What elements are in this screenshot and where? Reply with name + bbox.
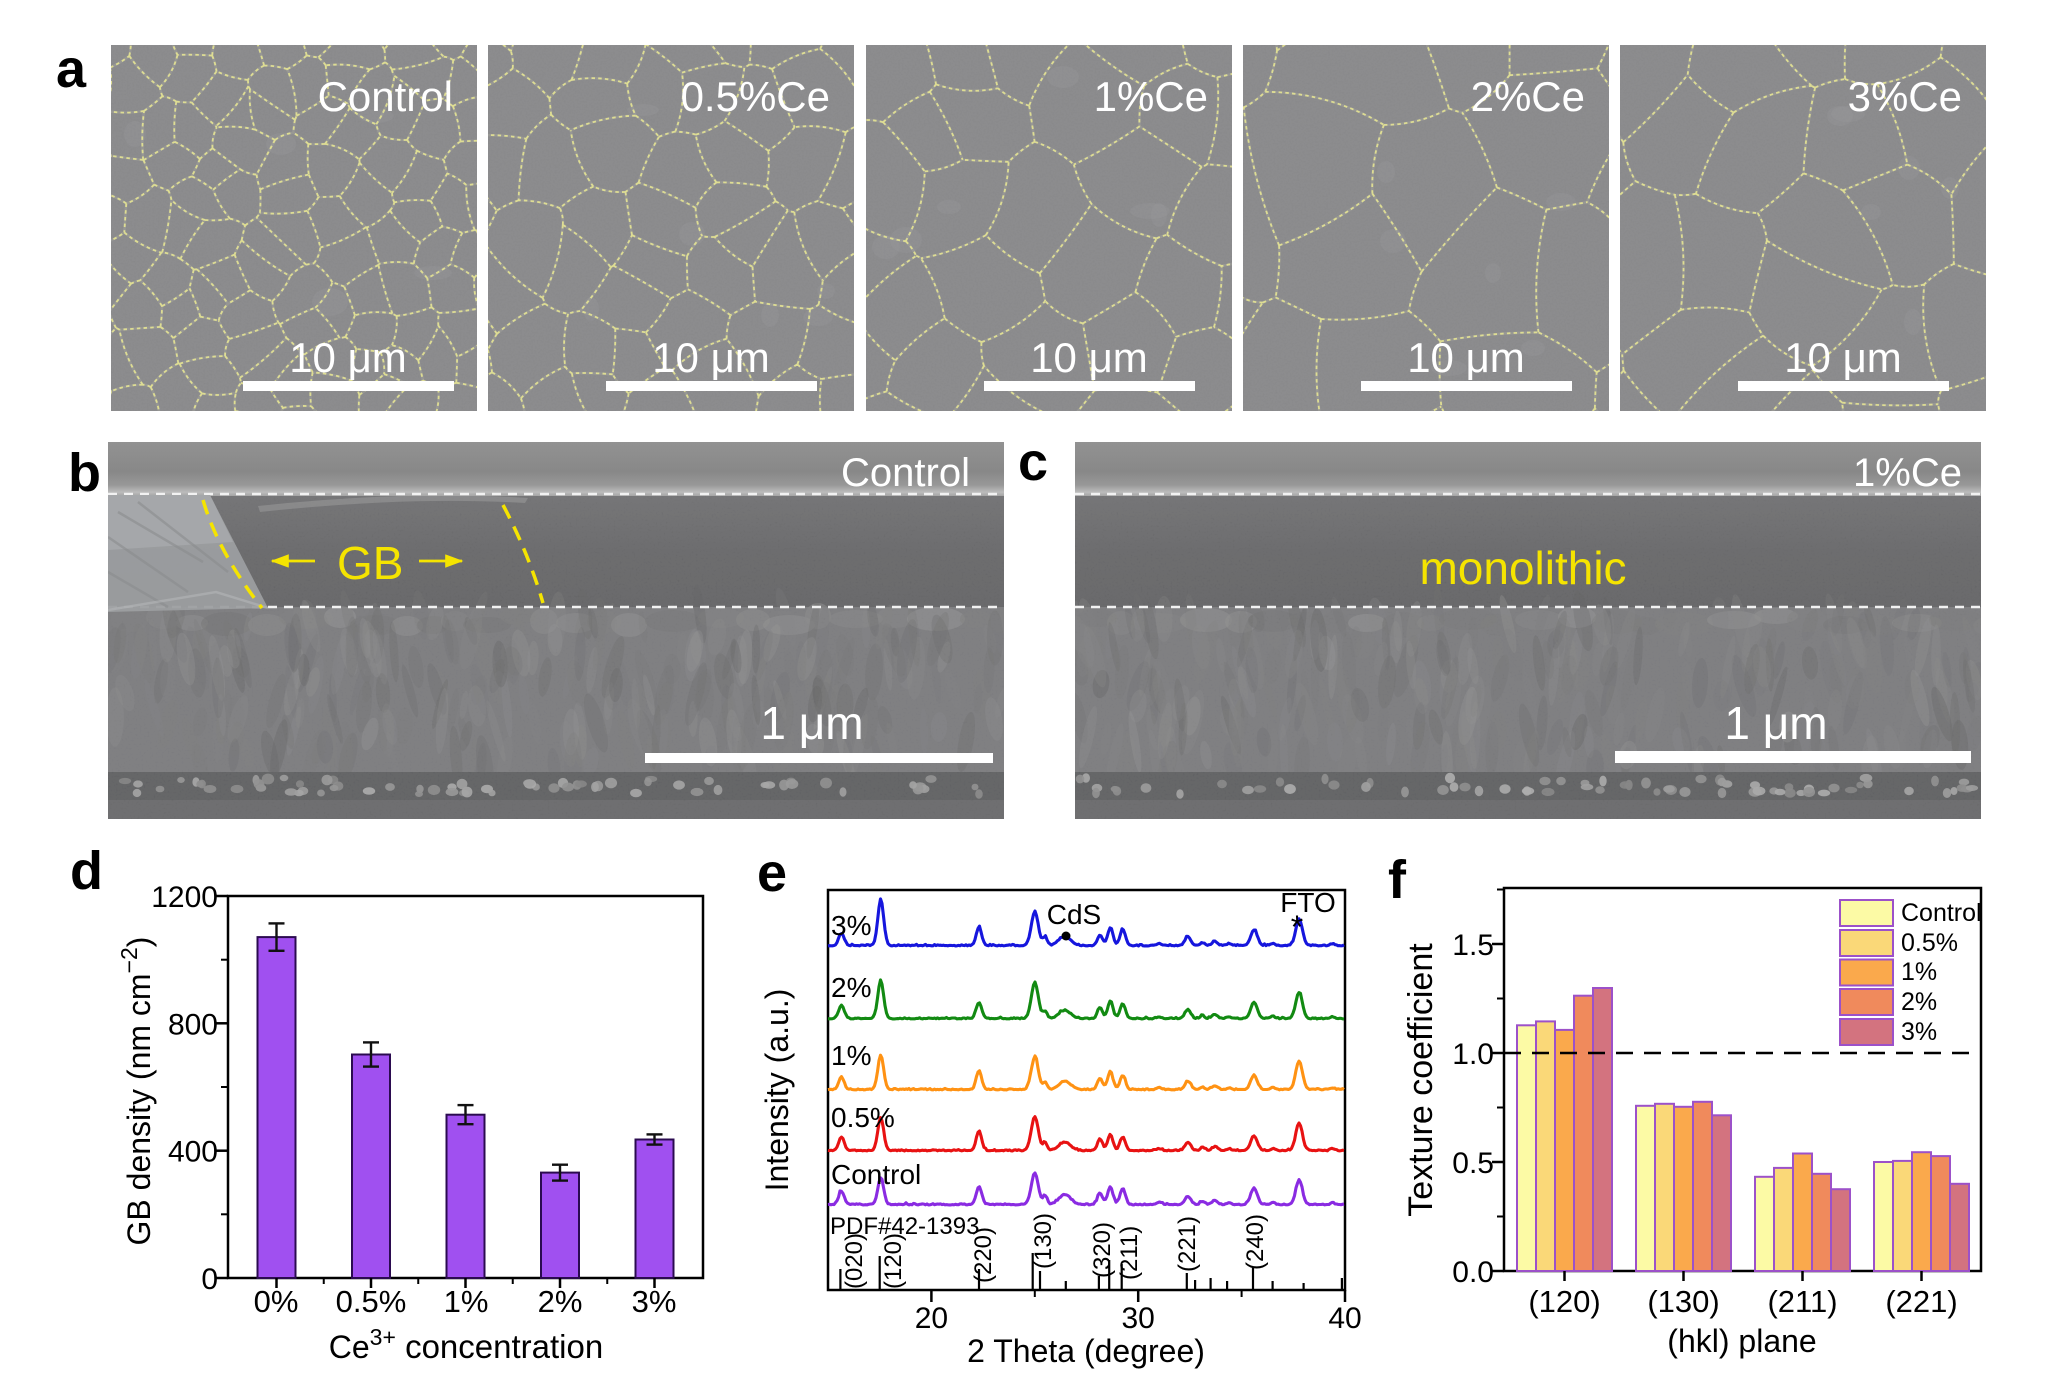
svg-text:10 μm: 10 μm xyxy=(1030,334,1148,381)
svg-text:1%: 1% xyxy=(1901,958,1937,986)
svg-text:1%: 1% xyxy=(831,1040,871,1071)
svg-text:Control: Control xyxy=(318,73,453,120)
svg-text:(211): (211) xyxy=(1767,1284,1837,1319)
svg-text:Intensity (a.u.): Intensity (a.u.) xyxy=(760,989,795,1192)
svg-text:(hkl) plane: (hkl) plane xyxy=(1667,1323,1816,1359)
svg-text:PDF#42-1393: PDF#42-1393 xyxy=(830,1213,979,1240)
svg-text:(211): (211) xyxy=(1116,1226,1143,1280)
svg-text:3%: 3% xyxy=(632,1284,677,1319)
svg-text:40: 40 xyxy=(1328,1302,1361,1335)
svg-text:3%Ce: 3%Ce xyxy=(1848,73,1962,120)
svg-text:(020): (020) xyxy=(841,1233,868,1289)
svg-text:(221): (221) xyxy=(1885,1284,1957,1319)
svg-text:0.5%: 0.5% xyxy=(831,1102,895,1133)
svg-text:10 μm: 10 μm xyxy=(1784,334,1902,381)
svg-text:2%: 2% xyxy=(831,972,871,1003)
svg-text:0.5: 0.5 xyxy=(1452,1147,1494,1180)
svg-text:GB: GB xyxy=(337,537,403,589)
svg-text:1200: 1200 xyxy=(151,881,218,914)
svg-text:10 μm: 10 μm xyxy=(652,334,770,381)
svg-text:Control: Control xyxy=(841,451,970,495)
svg-text:monolithic: monolithic xyxy=(1419,542,1626,594)
svg-text:Texture coefficient: Texture coefficient xyxy=(1402,943,1440,1217)
svg-text:2%: 2% xyxy=(1901,988,1937,1016)
svg-text:1 μm: 1 μm xyxy=(760,697,863,749)
svg-text:2%: 2% xyxy=(538,1284,583,1319)
svg-text:0.5%Ce: 0.5%Ce xyxy=(681,73,830,120)
svg-text:CdS: CdS xyxy=(1047,899,1101,930)
svg-text:3%: 3% xyxy=(1901,1018,1937,1046)
svg-text:20: 20 xyxy=(915,1302,948,1335)
svg-text:0.5%: 0.5% xyxy=(1901,929,1958,957)
svg-text:Ce3+ concentration: Ce3+ concentration xyxy=(329,1324,603,1365)
svg-text:800: 800 xyxy=(168,1008,218,1041)
svg-text:Control: Control xyxy=(1901,899,1982,927)
svg-text:(130): (130) xyxy=(1030,1213,1057,1269)
svg-text:3%: 3% xyxy=(831,910,871,941)
svg-text:400: 400 xyxy=(168,1136,218,1169)
svg-text:1 μm: 1 μm xyxy=(1724,697,1827,749)
svg-text:1%: 1% xyxy=(444,1284,489,1319)
svg-text:1%Ce: 1%Ce xyxy=(1094,73,1208,120)
svg-text:1%Ce: 1%Ce xyxy=(1853,451,1962,495)
svg-text:(130): (130) xyxy=(1647,1284,1719,1319)
svg-text:0.5%: 0.5% xyxy=(336,1284,407,1319)
svg-text:(120): (120) xyxy=(1528,1284,1600,1319)
svg-text:10 μm: 10 μm xyxy=(289,334,407,381)
svg-text:2 Theta (degree): 2 Theta (degree) xyxy=(967,1333,1205,1369)
svg-text:(221): (221) xyxy=(1174,1216,1201,1272)
svg-text:GB density (nm cm−2): GB density (nm cm−2) xyxy=(116,937,157,1246)
svg-text:30: 30 xyxy=(1122,1302,1155,1335)
svg-text:Control: Control xyxy=(831,1159,921,1190)
svg-text:(320): (320) xyxy=(1089,1222,1116,1278)
svg-text:0%: 0% xyxy=(254,1284,299,1319)
svg-text:(120): (120) xyxy=(880,1233,907,1289)
svg-text:0.0: 0.0 xyxy=(1452,1256,1494,1289)
svg-text:FTO: FTO xyxy=(1280,887,1335,918)
svg-text:(240): (240) xyxy=(1242,1214,1269,1270)
svg-text:2%Ce: 2%Ce xyxy=(1471,73,1585,120)
svg-text:(220): (220) xyxy=(970,1227,997,1283)
svg-text:10 μm: 10 μm xyxy=(1407,334,1525,381)
svg-text:*: * xyxy=(1291,909,1303,945)
svg-text:0: 0 xyxy=(201,1263,218,1296)
svg-text:1.0: 1.0 xyxy=(1452,1038,1494,1071)
svg-text:1.5: 1.5 xyxy=(1452,929,1494,962)
